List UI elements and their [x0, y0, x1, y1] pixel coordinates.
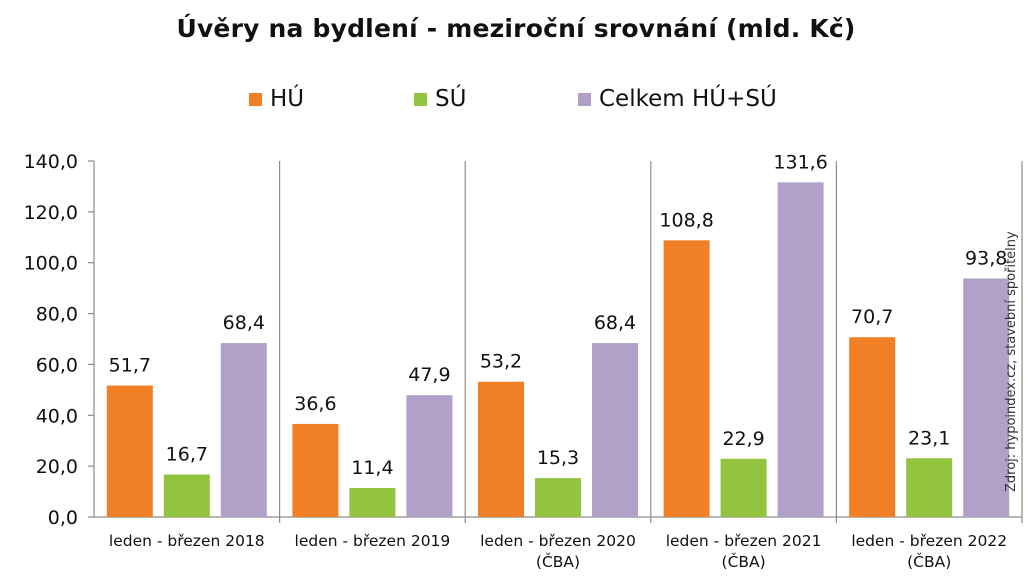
- legend-swatch-total: [578, 92, 591, 106]
- category-label: (ČBA): [722, 552, 766, 571]
- data-label: 53,2: [480, 351, 522, 373]
- category-label: leden - březen 2019: [295, 532, 451, 550]
- legend-label-hu: HÚ: [270, 86, 305, 112]
- y-tick-label: 120,0: [24, 202, 78, 224]
- bar: [592, 343, 638, 517]
- data-label: 68,4: [223, 312, 265, 334]
- bar: [106, 385, 153, 517]
- data-label: 51,7: [109, 355, 151, 377]
- y-tick-label: 80,0: [36, 304, 78, 326]
- data-label: 15,3: [537, 447, 579, 469]
- data-label: 47,9: [408, 364, 450, 386]
- y-tick-label: 40,0: [36, 405, 78, 427]
- y-tick-label: 60,0: [36, 354, 78, 376]
- bar: [906, 458, 953, 517]
- chart-title: Úvěry na bydlení - meziroční srovnání (m…: [176, 14, 856, 43]
- legend-item-su: SÚ: [414, 86, 466, 112]
- y-tick-label: 140,0: [24, 151, 78, 173]
- category-label: leden - březen 2020: [480, 532, 636, 550]
- data-label: 108,8: [659, 209, 713, 231]
- bar: [535, 478, 581, 517]
- bar: [349, 488, 396, 517]
- bar: [720, 458, 767, 517]
- data-label: 36,6: [294, 393, 336, 415]
- bar: [163, 474, 210, 517]
- source-note-container: Zdroj: hypoindex.cz, stavební spořitelny: [1004, 192, 1022, 492]
- category-label: leden - březen 2021: [666, 532, 822, 550]
- legend-label-total: Celkem HÚ+SÚ: [599, 86, 777, 112]
- y-tick-label: 100,0: [24, 253, 78, 275]
- data-label: 70,7: [851, 306, 893, 328]
- bar: [663, 240, 710, 517]
- category-label: (ČBA): [536, 552, 580, 571]
- bar: [292, 423, 339, 517]
- data-label: 93,8: [965, 247, 1007, 269]
- legend-label-su: SÚ: [435, 86, 467, 112]
- legend-swatch-su: [414, 92, 427, 106]
- category-label: leden - březen 2018: [109, 532, 265, 550]
- category-label: leden - březen 2022: [851, 532, 1007, 550]
- bar: [478, 381, 524, 517]
- bar: [220, 343, 267, 517]
- legend-item-total: Celkem HÚ+SÚ: [578, 86, 777, 112]
- data-label: 22,9: [722, 428, 764, 450]
- legend-item-hu: HÚ: [249, 86, 304, 112]
- data-label: 11,4: [351, 457, 393, 479]
- legend: HÚ SÚ Celkem HÚ+SÚ: [0, 86, 1032, 116]
- data-label: 68,4: [594, 312, 636, 334]
- y-tick-label: 20,0: [36, 456, 78, 478]
- bar: [849, 337, 896, 517]
- category-label: (ČBA): [907, 552, 951, 571]
- data-label: 16,7: [166, 444, 208, 466]
- legend-swatch-hu: [249, 92, 262, 106]
- data-label: 23,1: [908, 427, 950, 449]
- source-note: Zdroj: hypoindex.cz, stavební spořitelny: [1004, 231, 1019, 492]
- data-label: 131,6: [773, 151, 827, 173]
- bar: [777, 182, 824, 518]
- y-tick-label: 0,0: [48, 507, 78, 529]
- bar: [963, 278, 1010, 517]
- bar: [406, 395, 453, 517]
